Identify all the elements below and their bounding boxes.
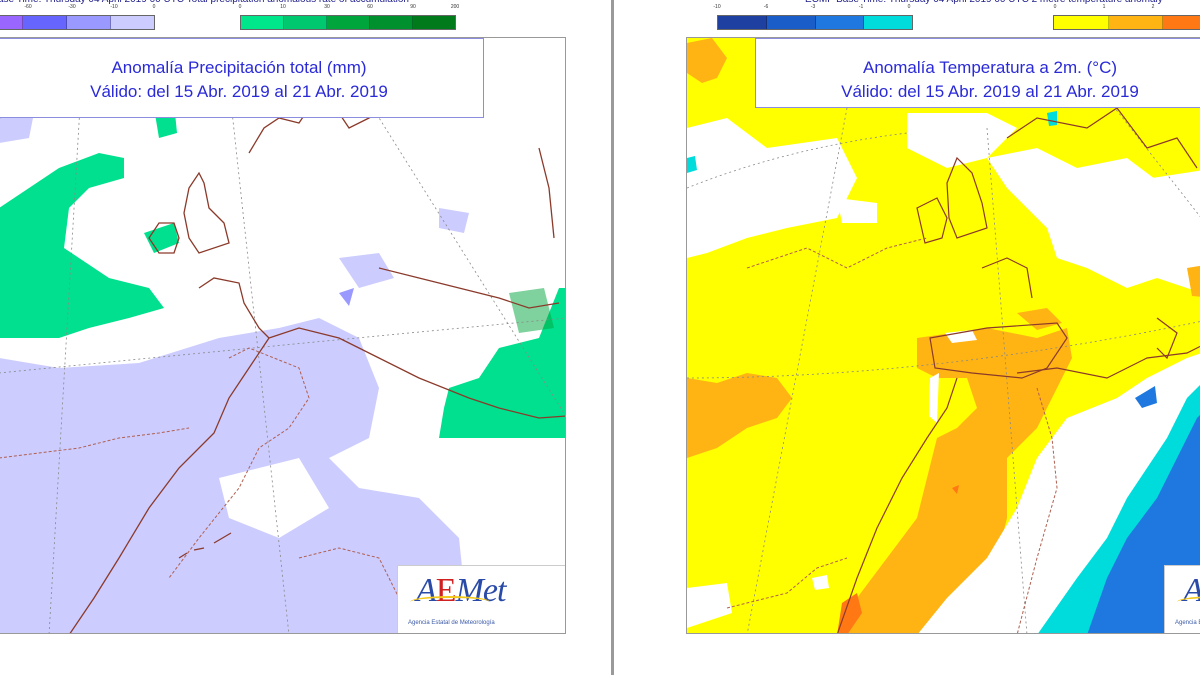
panel-divider — [611, 0, 614, 675]
temp-title: Anomalía Temperatura a 2m. (°C) — [862, 58, 1118, 77]
cbar-seg — [718, 16, 767, 29]
precip-validity: Válido: del 15 Abr. 2019 al 21 Abr. 2019 — [90, 82, 388, 101]
cbar-seg — [284, 16, 327, 29]
cbar-seg — [1108, 16, 1164, 29]
aemet-swoosh-icon — [1177, 596, 1200, 608]
aemet-swoosh-icon — [410, 596, 490, 608]
aemet-logo: AEMet Agencia Estatal de Meteorología — [397, 565, 565, 633]
precip-negative-colorbar — [0, 15, 155, 30]
aemet-logo-subtitle: Agencia Estatal de Meteorología — [1175, 620, 1200, 626]
cbar-seg — [22, 16, 67, 29]
temp-neg-ticks: -10 -6 -3 -1 0 — [713, 4, 911, 10]
temp-positive-colorbar — [1053, 15, 1200, 30]
cbar-seg — [0, 16, 23, 29]
temp-pos-ticks: 0 1 2 — [1053, 4, 1155, 10]
temp-title-box: Anomalía Temperatura a 2m. (°C) Válido: … — [755, 38, 1200, 108]
cbar-seg — [370, 16, 413, 29]
cbar-seg — [1163, 16, 1200, 29]
temperature-map: Anomalía Temperatura a 2m. (°C) Válido: … — [686, 37, 1200, 634]
cbar-seg — [815, 16, 865, 29]
temp-map-graphic — [687, 38, 1200, 633]
temp-negative-colorbar — [717, 15, 913, 30]
cbar-seg — [241, 16, 284, 29]
precip-header: ase Time: Thursday 04 April 2019 00 UTC … — [0, 0, 409, 6]
cbar-seg — [110, 16, 155, 29]
cbar-seg — [413, 16, 455, 29]
precip-title-box: Anomalía Precipitación total (mm) Válido… — [0, 38, 484, 118]
precipitation-panel: ase Time: Thursday 04 April 2019 00 UTC … — [0, 0, 566, 634]
aemet-logo: AEMet Agencia Estatal de Meteorología — [1164, 565, 1200, 633]
aemet-logo-subtitle: Agencia Estatal de Meteorología — [408, 620, 495, 626]
precip-positive-colorbar — [240, 15, 456, 30]
cbar-seg — [1054, 16, 1109, 29]
precip-pos-ticks: 0 10 30 60 90 200 — [238, 4, 460, 10]
cbar-seg — [766, 16, 816, 29]
temperature-panel: ECMF Base Time: Thursday 04 April 2019 0… — [615, 0, 1200, 675]
precip-title: Anomalía Precipitación total (mm) — [111, 58, 367, 77]
precip-map-graphic — [0, 38, 565, 633]
temp-validity: Válido: del 15 Abr. 2019 al 21 Abr. 2019 — [841, 82, 1139, 101]
temp-header: ECMF Base Time: Thursday 04 April 2019 0… — [805, 0, 1163, 6]
precip-neg-ticks: -60 -30 -10 0 — [24, 4, 156, 10]
cbar-seg — [864, 16, 912, 29]
cbar-seg — [327, 16, 370, 29]
precip-map: Anomalía Precipitación total (mm) Válido… — [0, 37, 566, 634]
cbar-seg — [66, 16, 111, 29]
